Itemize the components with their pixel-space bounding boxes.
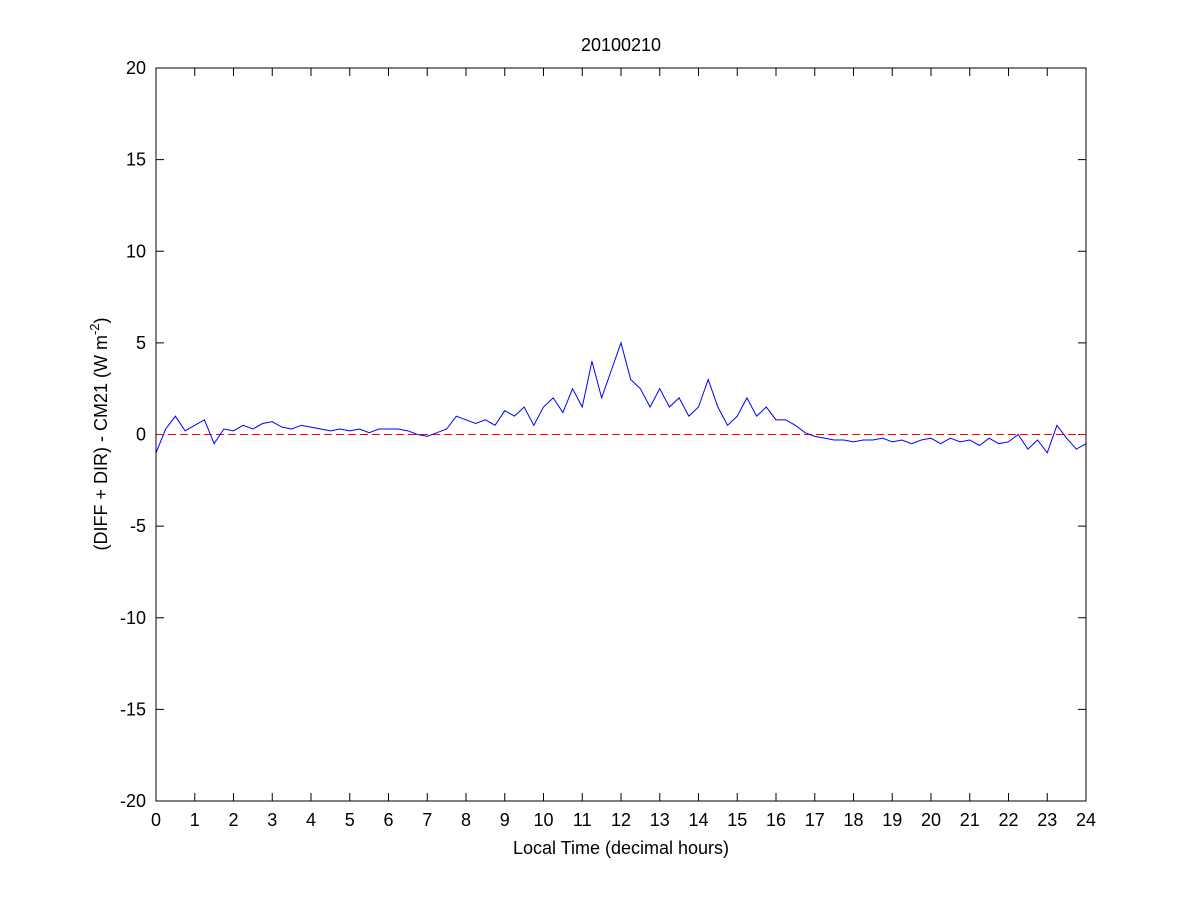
y-axis-label: (DIFF + DIR) - CM21 (W m-2) xyxy=(87,317,111,550)
x-tick-label: 17 xyxy=(805,810,825,830)
y-tick-label: 0 xyxy=(136,425,146,445)
x-tick-label: 4 xyxy=(306,810,316,830)
x-axis-label: Local Time (decimal hours) xyxy=(513,838,729,858)
x-tick-label: 18 xyxy=(843,810,863,830)
y-tick-label: -20 xyxy=(120,791,146,811)
x-tick-label: 16 xyxy=(766,810,786,830)
x-tick-label: 5 xyxy=(345,810,355,830)
y-tick-label: 5 xyxy=(136,333,146,353)
x-tick-label: 13 xyxy=(650,810,670,830)
x-tick-label: 1 xyxy=(190,810,200,830)
x-tick-label: 15 xyxy=(727,810,747,830)
x-tick-label: 7 xyxy=(422,810,432,830)
x-tick-label: 20 xyxy=(921,810,941,830)
y-axis-label-main: (DIFF + DIR) - CM21 (W m xyxy=(91,335,111,550)
x-tick-label: 24 xyxy=(1076,810,1096,830)
y-axis-label-sup: -2 xyxy=(87,323,102,335)
y-tick-label: -5 xyxy=(130,516,146,536)
y-tick-label: 15 xyxy=(126,150,146,170)
y-tick-label: 10 xyxy=(126,241,146,261)
x-tick-label: 9 xyxy=(500,810,510,830)
y-axis-label-end: ) xyxy=(91,317,111,323)
x-tick-label: 12 xyxy=(611,810,631,830)
x-tick-label: 0 xyxy=(151,810,161,830)
plot-frame xyxy=(155,67,1087,802)
x-tick-label: 14 xyxy=(688,810,708,830)
x-tick-label: 21 xyxy=(960,810,980,830)
x-tick-label: 8 xyxy=(461,810,471,830)
x-tick-label: 3 xyxy=(267,810,277,830)
chart-title: 20100210 xyxy=(581,35,661,55)
x-tick-label: 11 xyxy=(573,810,592,830)
x-tick-label: 2 xyxy=(228,810,238,830)
y-tick-label: -15 xyxy=(120,699,146,719)
x-tick-label: 6 xyxy=(383,810,393,830)
x-tick-label: 10 xyxy=(533,810,553,830)
y-tick-label: 20 xyxy=(126,58,146,78)
x-tick-label: 22 xyxy=(998,810,1018,830)
y-tick-label: -10 xyxy=(120,608,146,628)
x-tick-label: 19 xyxy=(882,810,902,830)
data-line xyxy=(155,341,1087,454)
x-tick-label: 23 xyxy=(1037,810,1057,830)
